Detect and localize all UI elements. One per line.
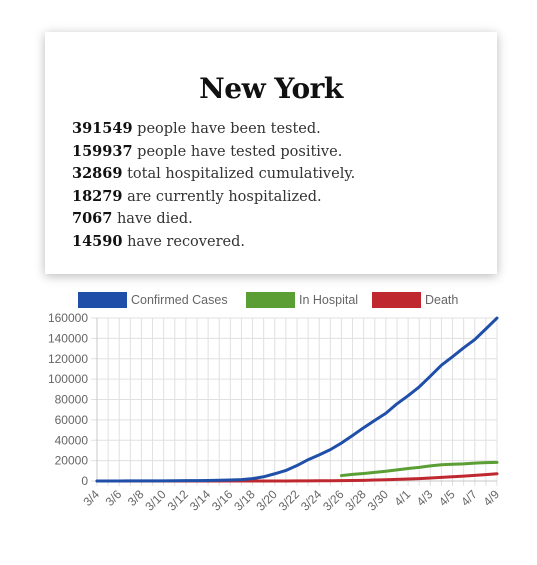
- y-tick-label: 140000: [48, 331, 88, 345]
- y-tick-label: 100000: [48, 372, 88, 386]
- x-tick-label: 3/14: [187, 487, 214, 514]
- x-tick-label: 3/6: [103, 487, 125, 509]
- x-tick-label: 3/24: [298, 487, 325, 514]
- stat-value: 7067: [72, 210, 113, 227]
- stat-value: 32869: [72, 165, 123, 182]
- legend-swatch: [246, 292, 295, 308]
- legend-label: Death: [425, 293, 458, 307]
- y-tick-label: 0: [81, 474, 88, 488]
- stat-value: 18279: [72, 187, 123, 205]
- state-title: New York: [199, 72, 343, 105]
- y-tick-label: 120000: [48, 352, 88, 366]
- x-tick-label: 3/22: [276, 487, 303, 514]
- stat-value: 159937: [72, 142, 133, 160]
- x-tick-label: 3/30: [365, 487, 392, 514]
- x-tick-label: 4/1: [392, 487, 414, 509]
- x-tick-label: 4/9: [480, 487, 502, 509]
- stat-value: 391549: [72, 120, 133, 137]
- stat-tested: 391549 people have been tested.: [72, 118, 355, 141]
- x-tick-label: 3/20: [253, 487, 280, 514]
- line-chart-svg: 0 20000 40000 60000 80000 100000 120000 140000 1…: [48, 292, 502, 514]
- legend-label: Confirmed Cases: [131, 293, 228, 307]
- stat-died: 7067 have died.: [72, 208, 355, 231]
- x-tick-label: 3/4: [80, 487, 102, 509]
- x-tick-label: 3/10: [142, 487, 169, 514]
- legend-swatch: [78, 292, 127, 308]
- stat-positive: 159937 people have tested positive.: [72, 141, 355, 164]
- series-line: [95, 316, 499, 483]
- stat-text: have died.: [116, 211, 193, 227]
- y-tick-label: 60000: [55, 413, 89, 427]
- x-tick-label: 4/7: [458, 487, 480, 509]
- state-summary-card: New York 391549 people have been tested.…: [45, 32, 497, 274]
- stat-recovered: 14590 have recovered.: [72, 231, 355, 254]
- stat-text: people have tested positive.: [137, 143, 343, 160]
- legend-swatch: [372, 292, 421, 308]
- stat-text: are currently hospitalized.: [127, 188, 322, 205]
- x-tick-label: 3/16: [209, 487, 236, 514]
- x-tick-label: 3/26: [320, 487, 347, 514]
- series-line: [339, 460, 499, 478]
- stat-hospitalized-cumulative: 32869 total hospitalized cumulatively.: [72, 163, 355, 186]
- stat-hospitalized-current: 18279 are currently hospitalized.: [72, 186, 355, 209]
- stat-value: 14590: [72, 232, 123, 250]
- stat-text: have recovered.: [127, 233, 245, 250]
- x-tick-label: 3/28: [342, 487, 369, 514]
- x-tick-label: 4/3: [414, 487, 436, 509]
- cases-chart: 0 20000 40000 60000 80000 100000 120000 140000 1…: [0, 284, 537, 561]
- y-tick-label: 40000: [55, 433, 89, 447]
- x-tick-label: 3/18: [231, 487, 258, 514]
- y-tick-label: 20000: [55, 454, 89, 468]
- y-tick-label: 160000: [48, 311, 88, 325]
- stat-text: total hospitalized cumulatively.: [127, 166, 356, 182]
- y-tick-label: 80000: [55, 393, 89, 407]
- legend-label: In Hospital: [299, 293, 358, 307]
- stat-text: people have been tested.: [137, 121, 321, 137]
- x-tick-label: 3/12: [165, 487, 192, 514]
- x-tick-label: 4/5: [436, 487, 458, 509]
- stats-list: 391549 people have been tested. 159937 p…: [72, 118, 355, 253]
